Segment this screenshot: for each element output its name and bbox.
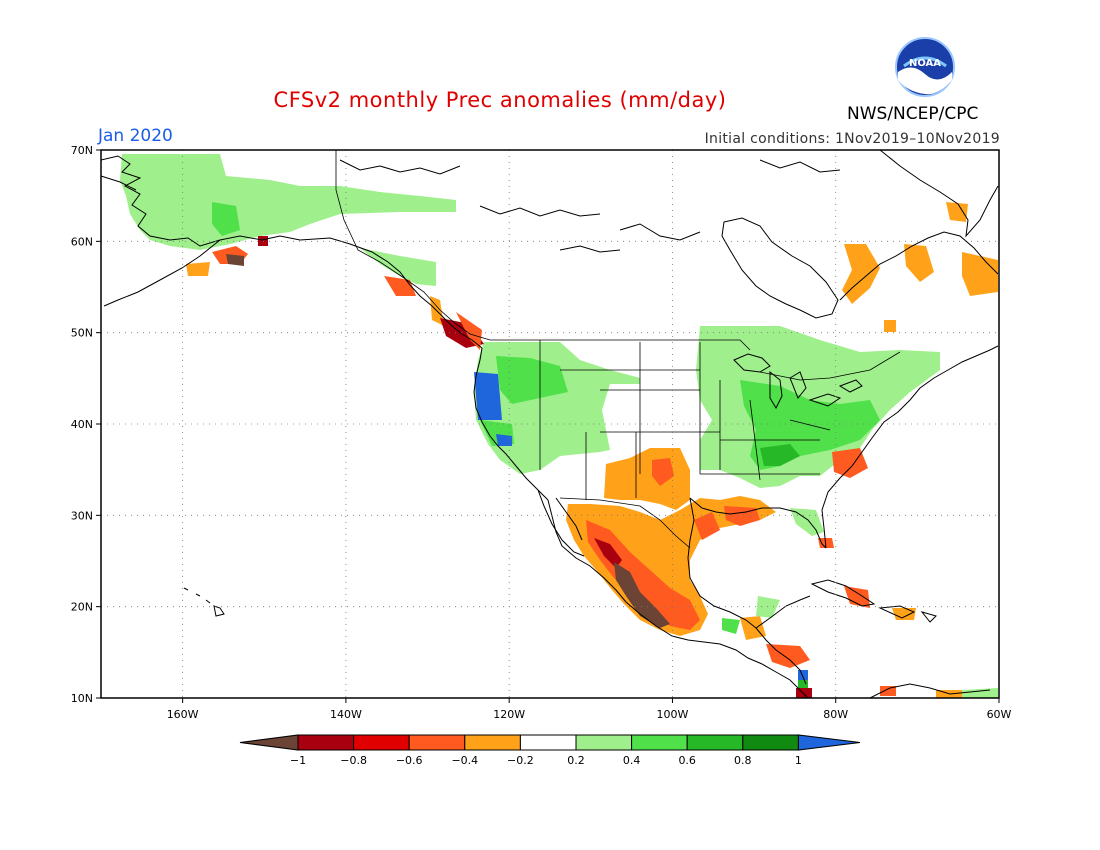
axis-labels: 70N 60N 50N 40N 30N 20N 10N 160W 140W 120W 100W 80W… xyxy=(71,144,1012,721)
anomaly-region-dry-light xyxy=(566,496,776,636)
anomaly-region-dry-mid xyxy=(880,686,896,696)
anomaly-region-dry-mid xyxy=(832,448,868,478)
lon-tick-label: 100W xyxy=(657,708,689,721)
anomaly-region-wet-light xyxy=(120,154,456,250)
legend-label: 0.6 xyxy=(678,754,696,767)
logo-text: NOAA xyxy=(909,58,941,69)
anomaly-region-dry-strong xyxy=(796,688,812,698)
legend-label: −0.4 xyxy=(451,754,478,767)
legend-swatch-min xyxy=(239,734,299,751)
anomaly-region-wet-light xyxy=(962,688,998,698)
initial-conditions: Initial conditions: 1Nov2019–10Nov2019 xyxy=(704,131,1000,147)
anomaly-region-dry-light xyxy=(186,262,210,276)
legend-swatch xyxy=(631,734,688,751)
anomaly-region-dry-light xyxy=(884,320,896,332)
anomaly-region-dry-mid xyxy=(844,586,870,608)
lon-tick-label: 120W xyxy=(493,708,525,721)
anomaly-region-dry-light xyxy=(740,616,766,640)
lat-tick-label: 50N xyxy=(71,327,93,340)
lat-tick-label: 70N xyxy=(71,144,93,157)
noaa-logo-icon: NOAA xyxy=(895,37,955,97)
legend-swatch-max xyxy=(797,734,861,751)
anomaly-region-dry-light xyxy=(962,252,998,296)
legend-swatch xyxy=(519,734,577,751)
legend-label: −0.2 xyxy=(507,754,534,767)
anomaly-region-dry-mid xyxy=(586,520,700,630)
legend-label: −0.6 xyxy=(396,754,423,767)
legend-swatch xyxy=(464,734,521,751)
political-borders xyxy=(335,150,901,549)
anomaly-region-dry-light xyxy=(842,244,880,304)
anomaly-region-wet-mid xyxy=(496,356,568,404)
legend-label: 0.4 xyxy=(623,754,641,767)
anomaly-region-dry-mid xyxy=(694,512,720,540)
lat-tick-label: 40N xyxy=(71,418,93,431)
anomaly-region-dry-mid xyxy=(456,312,482,350)
legend-swatch xyxy=(575,734,633,751)
anomaly-region-dry-light xyxy=(892,608,916,620)
lon-tick-label: 80W xyxy=(823,708,848,721)
legend-swatch xyxy=(353,734,410,751)
lon-tick-label: 60W xyxy=(987,708,1012,721)
org-name: NWS/NCEP/CPC xyxy=(847,104,979,124)
anomaly-region-wet-mid xyxy=(212,202,240,236)
valid-month: Jan 2020 xyxy=(98,126,173,146)
legend-label: 1 xyxy=(795,754,802,767)
anomaly-fill-layer xyxy=(120,154,998,698)
legend-label: 0.2 xyxy=(567,754,585,767)
anomaly-region-dry-strong xyxy=(594,538,622,568)
lat-tick-label: 30N xyxy=(71,509,93,522)
legend-swatch xyxy=(297,734,355,751)
coastline-layer xyxy=(100,149,999,699)
anomaly-region-wet-extreme xyxy=(496,434,512,446)
anomaly-region-wet-extreme xyxy=(474,372,502,420)
legend-swatch xyxy=(742,734,799,751)
lat-tick-label: 10N xyxy=(71,692,93,705)
anomaly-region-wet-light xyxy=(360,248,436,286)
anomaly-region-wet-extreme xyxy=(798,670,808,680)
color-legend: −1 −0.8 −0.6 −0.4 −0.2 0.2 0.4 0.6 0.8 1 xyxy=(239,734,861,767)
anomaly-region-wet-strong xyxy=(760,444,800,466)
legend-label: 0.8 xyxy=(734,754,752,767)
anomaly-region-dry-light xyxy=(604,448,690,510)
anomaly-region-dry-mid xyxy=(652,458,674,486)
map-title: CFSv2 monthly Prec anomalies (mm/day) xyxy=(273,88,727,112)
anomaly-region-dry-extreme xyxy=(226,254,244,266)
legend-swatch xyxy=(408,734,466,751)
anomaly-region-dry-light xyxy=(904,244,934,282)
legend-label: −1 xyxy=(290,754,306,767)
lat-tick-label: 60N xyxy=(71,235,93,248)
legend-label: −0.8 xyxy=(340,754,367,767)
anomaly-region-dry-extreme xyxy=(614,562,670,628)
lon-tick-label: 140W xyxy=(330,708,362,721)
anomaly-region-wet-mid xyxy=(722,618,740,634)
graticule xyxy=(101,150,999,698)
anomaly-region-dry-light xyxy=(946,202,968,222)
lon-tick-label: 160W xyxy=(167,708,199,721)
anomaly-region-dry-mid xyxy=(766,644,810,668)
lat-tick-label: 20N xyxy=(71,601,93,614)
anomaly-region-wet-light xyxy=(850,354,940,396)
legend-swatch xyxy=(686,734,744,751)
